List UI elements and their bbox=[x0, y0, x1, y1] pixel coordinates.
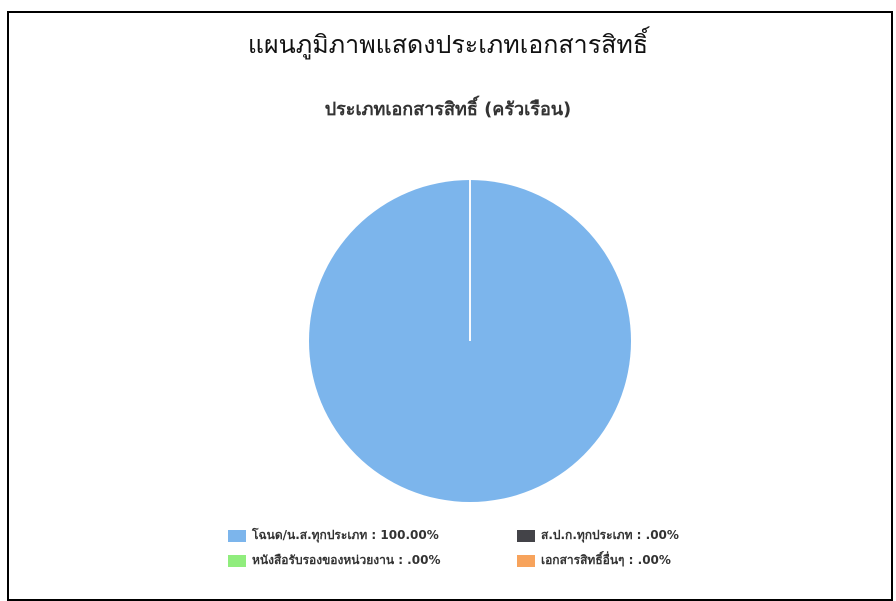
legend-item-agency-certificate[interactable]: หนังสือรับรองของหน่วยงาน : .00% bbox=[228, 551, 440, 570]
legend-swatch bbox=[228, 554, 246, 567]
page-title: แผนภูมิภาพแสดงประเภทเอกสารสิทธิ์ bbox=[247, 30, 649, 59]
legend-label: หนังสือรับรองของหน่วยงาน : .00% bbox=[252, 553, 441, 567]
legend-label: ส.ป.ก.ทุกประเภท : .00% bbox=[541, 528, 679, 542]
legend-label: โฉนด/น.ส.ทุกประเภท : 100.00% bbox=[252, 528, 439, 542]
chart-title: ประเภทเอกสารสิทธิ์ (ครัวเรือน) bbox=[324, 99, 572, 120]
legend-label: เอกสารสิทธิ์อื่นๆ : .00% bbox=[541, 553, 671, 567]
legend-swatch bbox=[517, 529, 535, 542]
legend-swatch bbox=[228, 529, 246, 542]
legend-swatch bbox=[517, 554, 535, 567]
legend-item-title-deed[interactable]: โฉนด/น.ส.ทุกประเภท : 100.00% bbox=[228, 526, 439, 545]
legend-item-alro-land[interactable]: ส.ป.ก.ทุกประเภท : .00% bbox=[517, 526, 679, 545]
legend-item-other-documents[interactable]: เอกสารสิทธิ์อื่นๆ : .00% bbox=[517, 551, 671, 570]
